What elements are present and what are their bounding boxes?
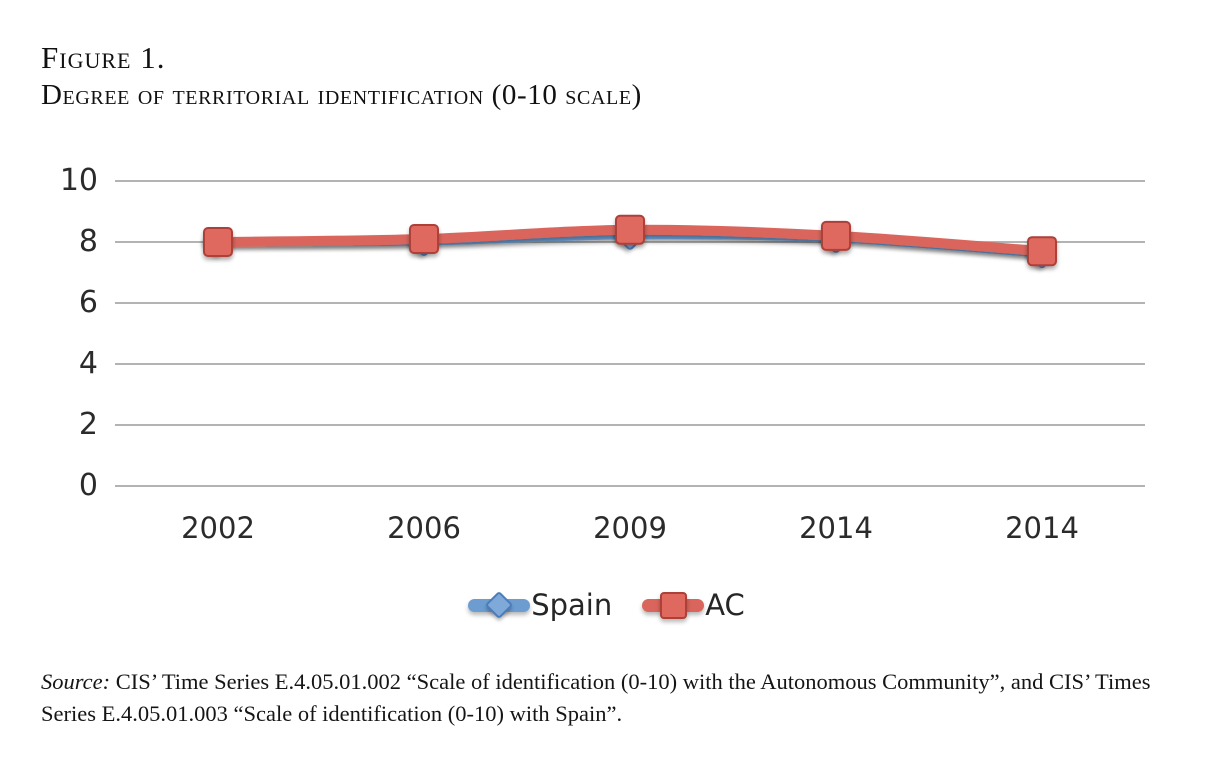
square-marker-icon bbox=[409, 224, 439, 254]
x-tick-label: 2014 bbox=[799, 511, 873, 545]
legend-label: Spain bbox=[531, 588, 613, 622]
y-tick-label: 6 bbox=[78, 285, 98, 320]
x-tick-label: 2006 bbox=[387, 511, 461, 545]
x-tick-label: 2009 bbox=[593, 511, 667, 545]
square-marker-icon bbox=[1027, 236, 1057, 267]
diamond-marker-icon bbox=[485, 590, 514, 619]
source-note: Source: CIS’ Time Series E.4.05.01.002 “… bbox=[41, 666, 1181, 730]
y-tick-label: 10 bbox=[59, 163, 98, 198]
y-tick-label: 8 bbox=[78, 224, 98, 259]
legend-item-spain: Spain bbox=[468, 588, 612, 622]
legend-line-swatch bbox=[642, 591, 705, 619]
y-tick-label: 0 bbox=[78, 468, 98, 503]
x-tick-label: 2014 bbox=[1005, 511, 1079, 545]
figure-label: Figure 1. bbox=[41, 40, 166, 75]
square-marker-icon bbox=[615, 214, 645, 245]
legend-line-swatch bbox=[468, 590, 531, 619]
y-tick-label: 4 bbox=[78, 346, 98, 381]
data-series bbox=[203, 214, 1057, 269]
legend-label: AC bbox=[705, 588, 745, 622]
x-tick-label: 2002 bbox=[181, 511, 255, 545]
legend-item-ac: AC bbox=[642, 588, 745, 622]
figure-title: Degree of territorial identification (0-… bbox=[41, 79, 642, 111]
square-marker-icon bbox=[660, 591, 688, 619]
square-marker-icon bbox=[821, 220, 851, 251]
chart-legend: Spain AC bbox=[0, 583, 1213, 627]
source-label: Source: bbox=[41, 669, 111, 694]
source-text: CIS’ Time Series E.4.05.01.002 “Scale of… bbox=[41, 669, 1151, 726]
y-tick-label: 2 bbox=[78, 407, 98, 442]
square-marker-icon bbox=[203, 227, 233, 257]
